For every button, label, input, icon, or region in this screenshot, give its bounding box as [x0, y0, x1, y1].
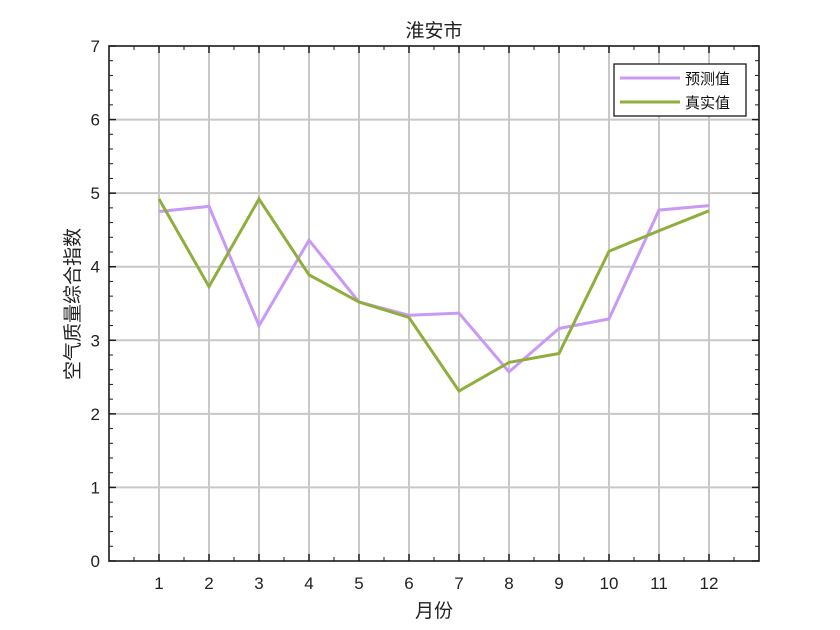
x-tick-label: 10	[600, 574, 619, 593]
y-tick-label: 6	[91, 111, 100, 130]
y-tick-label: 7	[91, 37, 100, 56]
x-tick-label: 9	[554, 574, 563, 593]
legend-label-predicted: 预测值	[685, 70, 730, 88]
legend: 预测值 真实值	[613, 63, 747, 117]
y-tick-label: 3	[91, 331, 100, 350]
chart-title: 淮安市	[405, 20, 462, 42]
x-axis-title: 月份	[415, 600, 453, 622]
series-line-actual	[157, 196, 710, 393]
y-axis-title: 空气质量综合指数	[62, 228, 84, 380]
y-tick-label: 0	[91, 552, 100, 571]
legend-box	[613, 63, 747, 117]
axis-ticks	[108, 45, 760, 562]
x-tick-label: 6	[404, 574, 413, 593]
x-tick-label: 7	[454, 574, 463, 593]
series-line-predicted	[158, 204, 710, 375]
grid	[109, 46, 759, 561]
x-tick-label: 12	[700, 574, 719, 593]
series-lines	[157, 196, 710, 393]
legend-label-actual: 真实值	[685, 94, 730, 112]
x-tick-label: 2	[204, 574, 213, 593]
x-tick-label: 1	[154, 574, 163, 593]
x-tick-label: 8	[504, 574, 513, 593]
x-tick-labels: 1 2 3 4 5 6 7 8 9 10 11 12	[154, 574, 718, 593]
x-tick-label: 11	[650, 574, 668, 593]
x-tick-label: 5	[354, 574, 363, 593]
y-tick-label: 4	[91, 258, 100, 277]
x-tick-label: 4	[304, 574, 313, 593]
x-tick-label: 3	[254, 574, 263, 593]
y-tick-label: 1	[91, 478, 100, 497]
y-tick-labels: 0 1 2 3 4 5 6 7	[91, 37, 100, 571]
y-tick-label: 2	[91, 405, 100, 424]
y-tick-label: 5	[91, 184, 100, 203]
